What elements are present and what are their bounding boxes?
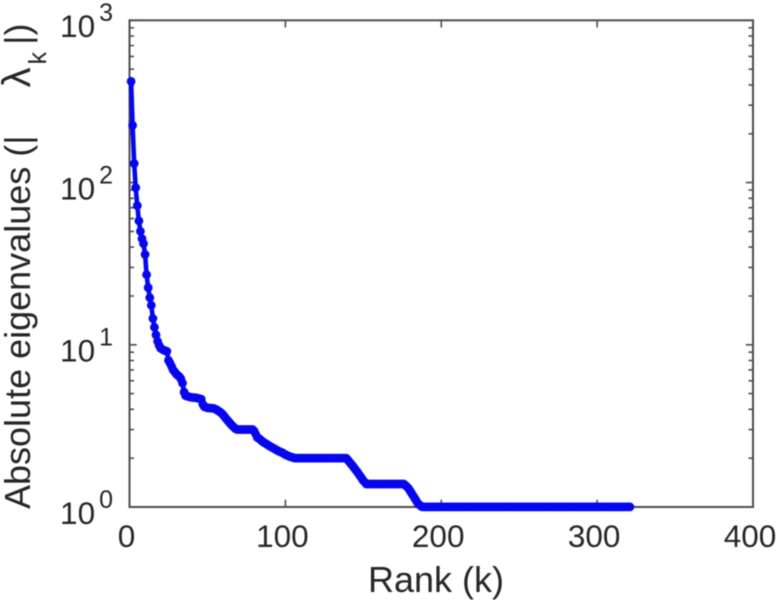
- svg-text:100: 100: [256, 518, 309, 554]
- svg-text:Rank (k): Rank (k): [368, 559, 504, 600]
- svg-text:400: 400: [724, 518, 777, 554]
- svg-text:200: 200: [412, 518, 465, 554]
- svg-text:300: 300: [568, 518, 621, 554]
- svg-text:0: 0: [118, 518, 136, 554]
